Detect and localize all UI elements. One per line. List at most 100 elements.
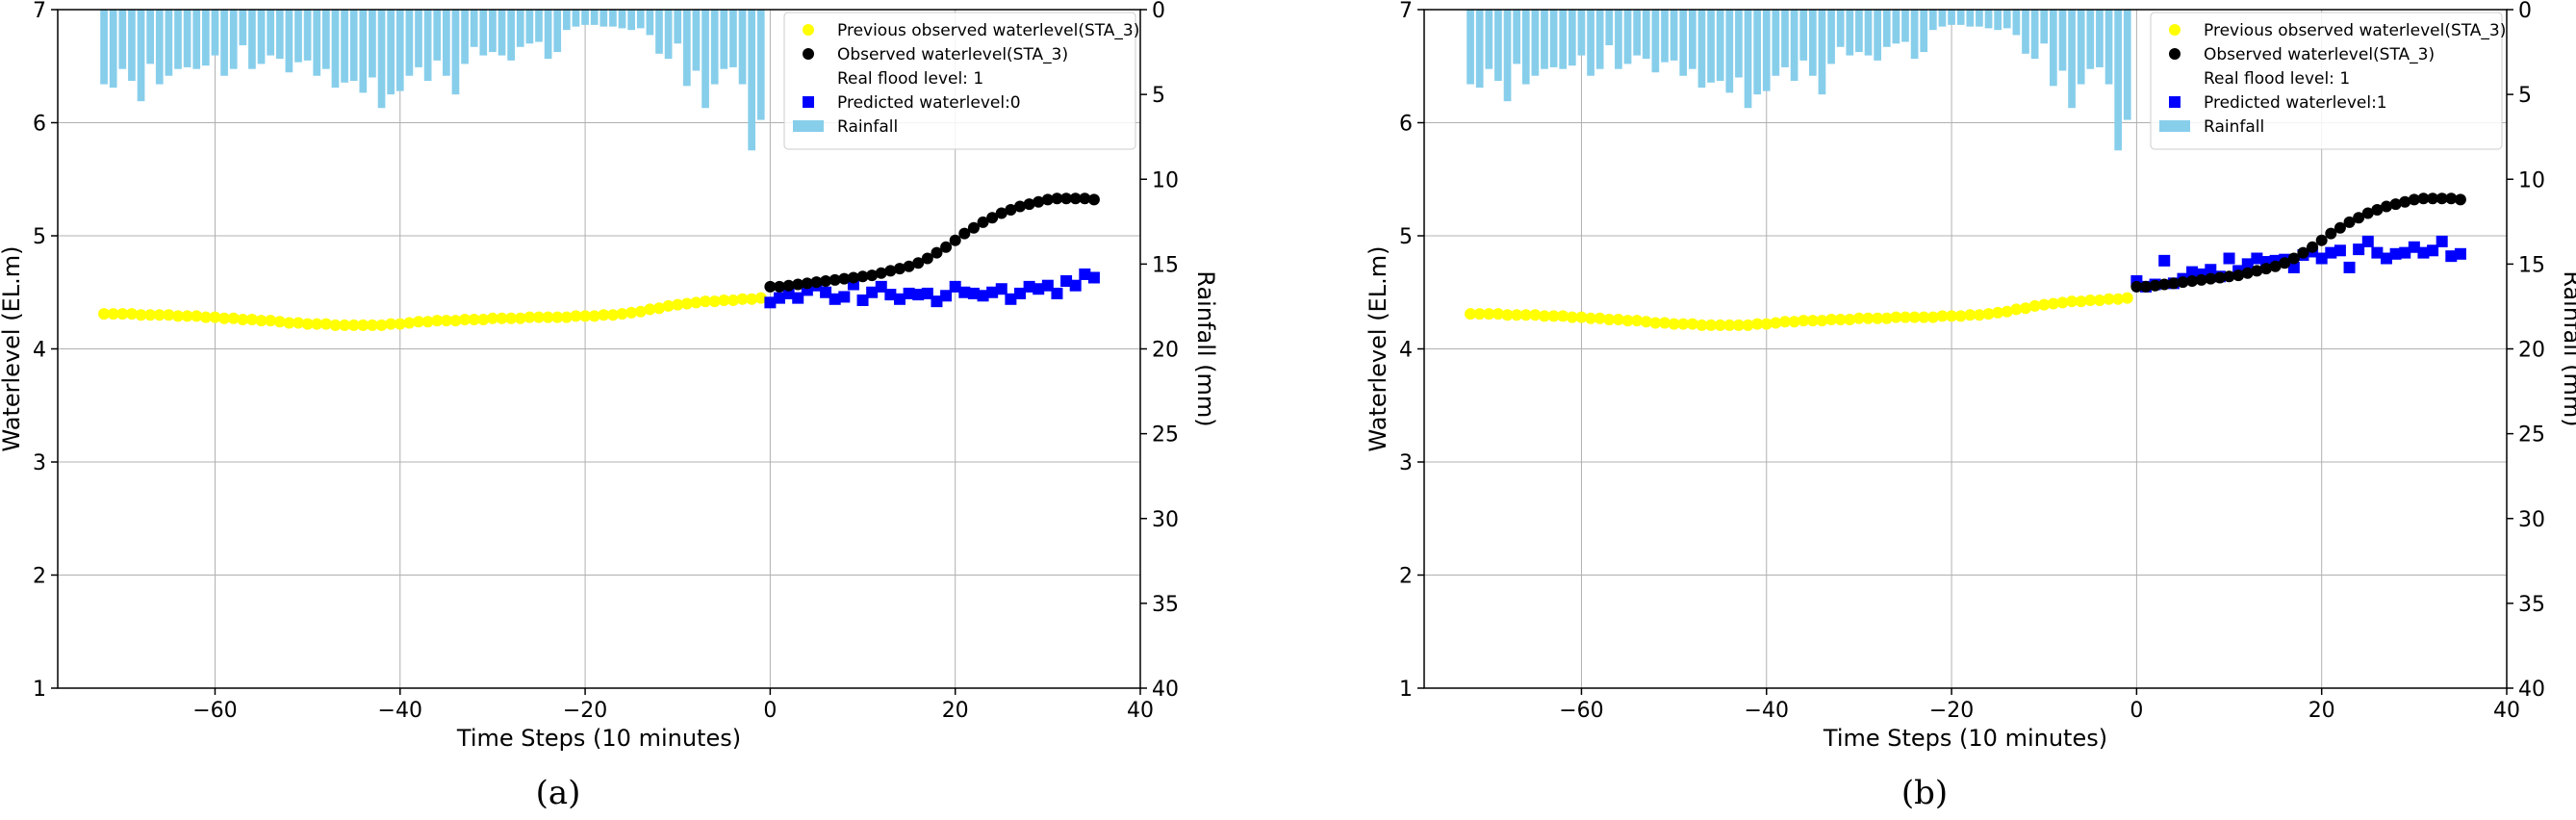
previous-point	[172, 310, 184, 322]
previous-point	[1659, 317, 1671, 329]
legend-label-predicted: Predicted waterlevel:1	[2204, 93, 2387, 113]
previous-point	[551, 311, 564, 323]
rainfall-bar	[1577, 10, 1586, 56]
previous-point	[255, 315, 268, 327]
previous-point	[2001, 305, 2013, 318]
y2-tick-label: 0	[2518, 0, 2532, 23]
previous-point	[265, 315, 277, 327]
previous-point	[2020, 302, 2031, 315]
y2-tick-label: 20	[1152, 339, 1179, 363]
y2-tick-label: 30	[1152, 508, 1179, 532]
rainfall-bar	[239, 10, 247, 46]
rainfall-bar	[2114, 10, 2122, 151]
observed-point	[1069, 192, 1082, 205]
observed-point	[866, 269, 879, 282]
x-tick-label: 20	[942, 699, 969, 723]
rainfall-bar	[2022, 10, 2029, 54]
rainfall-bar	[1855, 10, 1863, 53]
x-tick-label: −40	[1745, 699, 1789, 723]
previous-point	[227, 312, 240, 324]
observed-point	[2149, 279, 2161, 292]
predicted-point	[940, 290, 953, 302]
predicted-point	[2353, 243, 2365, 256]
y2-tick-label: 40	[1152, 678, 1179, 702]
previous-point	[2056, 296, 2069, 309]
observed-point	[2399, 195, 2411, 208]
rainfall-bar	[1809, 10, 1817, 76]
rainfall-bar	[1679, 10, 1688, 76]
x-tick-label: 0	[2130, 699, 2143, 723]
previous-point	[319, 318, 332, 330]
rainfall-bar	[1836, 10, 1845, 47]
rainfall-bar	[572, 10, 580, 27]
previous-point	[1890, 311, 1902, 323]
previous-point	[644, 303, 656, 316]
y2-tick-label: 5	[1152, 84, 1165, 108]
rainfall-bar	[525, 10, 534, 44]
y2-tick-label: 35	[2518, 593, 2545, 617]
rainfall-bar	[2077, 10, 2085, 85]
observed-point	[820, 275, 832, 287]
rainfall-bar	[609, 10, 617, 27]
predicted-point	[949, 280, 961, 293]
rainfall-bar	[2002, 10, 2011, 29]
rainfall-bar	[1725, 10, 1734, 93]
previous-point	[2093, 294, 2105, 306]
rainfall-bar	[1827, 10, 1835, 64]
rainfall-bar	[2096, 10, 2104, 67]
rainfall-bar	[1670, 10, 1678, 61]
previous-point	[1992, 306, 2004, 319]
previous-point	[653, 302, 665, 315]
observed-point	[967, 221, 980, 234]
previous-point	[2010, 303, 2023, 316]
predicted-point	[2315, 252, 2328, 265]
y-tick-label: 3	[33, 451, 46, 475]
previous-point	[1649, 317, 1662, 329]
previous-point	[116, 308, 129, 320]
observed-point	[2279, 257, 2291, 269]
previous-point	[1742, 319, 1754, 331]
predicted-point	[2334, 244, 2346, 257]
rainfall-bar	[2030, 10, 2039, 60]
previous-point	[727, 294, 739, 306]
rainfall-bar	[443, 10, 450, 76]
previous-point	[1723, 319, 1736, 331]
observed-point	[838, 272, 851, 285]
observed-point	[2232, 269, 2245, 282]
rainfall-bar	[1467, 10, 1474, 85]
y-tick-label: 7	[1399, 0, 1413, 23]
chart-svg-0: −60 −40 −20 0 20 40 1 2 3 4 5 6 7 0 5 10 15 20 25 30 35 40 Tim…	[0, 0, 1219, 812]
legend: Previous observed waterlevel(STA_3) Obser…	[783, 12, 1139, 150]
y2-tick-label: 25	[1152, 423, 1179, 448]
rainfall-bar	[507, 10, 515, 61]
rainfall-bar	[479, 10, 488, 56]
observed-point	[829, 273, 841, 286]
predicted-point	[782, 287, 795, 299]
rainfall-bar	[229, 10, 238, 69]
predicted-point	[2371, 246, 2384, 259]
previous-point	[245, 313, 258, 325]
previous-point	[1621, 315, 1634, 327]
predicted-point	[995, 283, 1007, 295]
y-tick-label: 2	[1399, 565, 1413, 589]
rainfall-bar	[544, 10, 552, 60]
predicted-point	[2343, 261, 2356, 273]
predicted-series	[764, 268, 1100, 309]
predicted-point	[838, 291, 851, 303]
rainfall-bar	[165, 10, 173, 76]
observed-point	[2269, 260, 2282, 272]
rainfall-bar	[748, 10, 755, 151]
rainfall-bar	[1781, 10, 1789, 67]
rainfall-bar	[1595, 10, 1604, 69]
observed-point	[2353, 212, 2365, 224]
predicted-point	[2454, 247, 2466, 260]
observed-point	[2287, 252, 2300, 265]
predicted-point	[1033, 283, 1045, 295]
legend-label-observed: Observed waterlevel(STA_3)	[2204, 45, 2435, 64]
rainfall-bar	[646, 10, 654, 36]
previous-point	[1880, 312, 1893, 324]
previous-point	[1908, 311, 1921, 323]
previous-point	[746, 293, 758, 305]
rainfall-bar	[1541, 10, 1548, 69]
previous-point	[486, 312, 498, 324]
